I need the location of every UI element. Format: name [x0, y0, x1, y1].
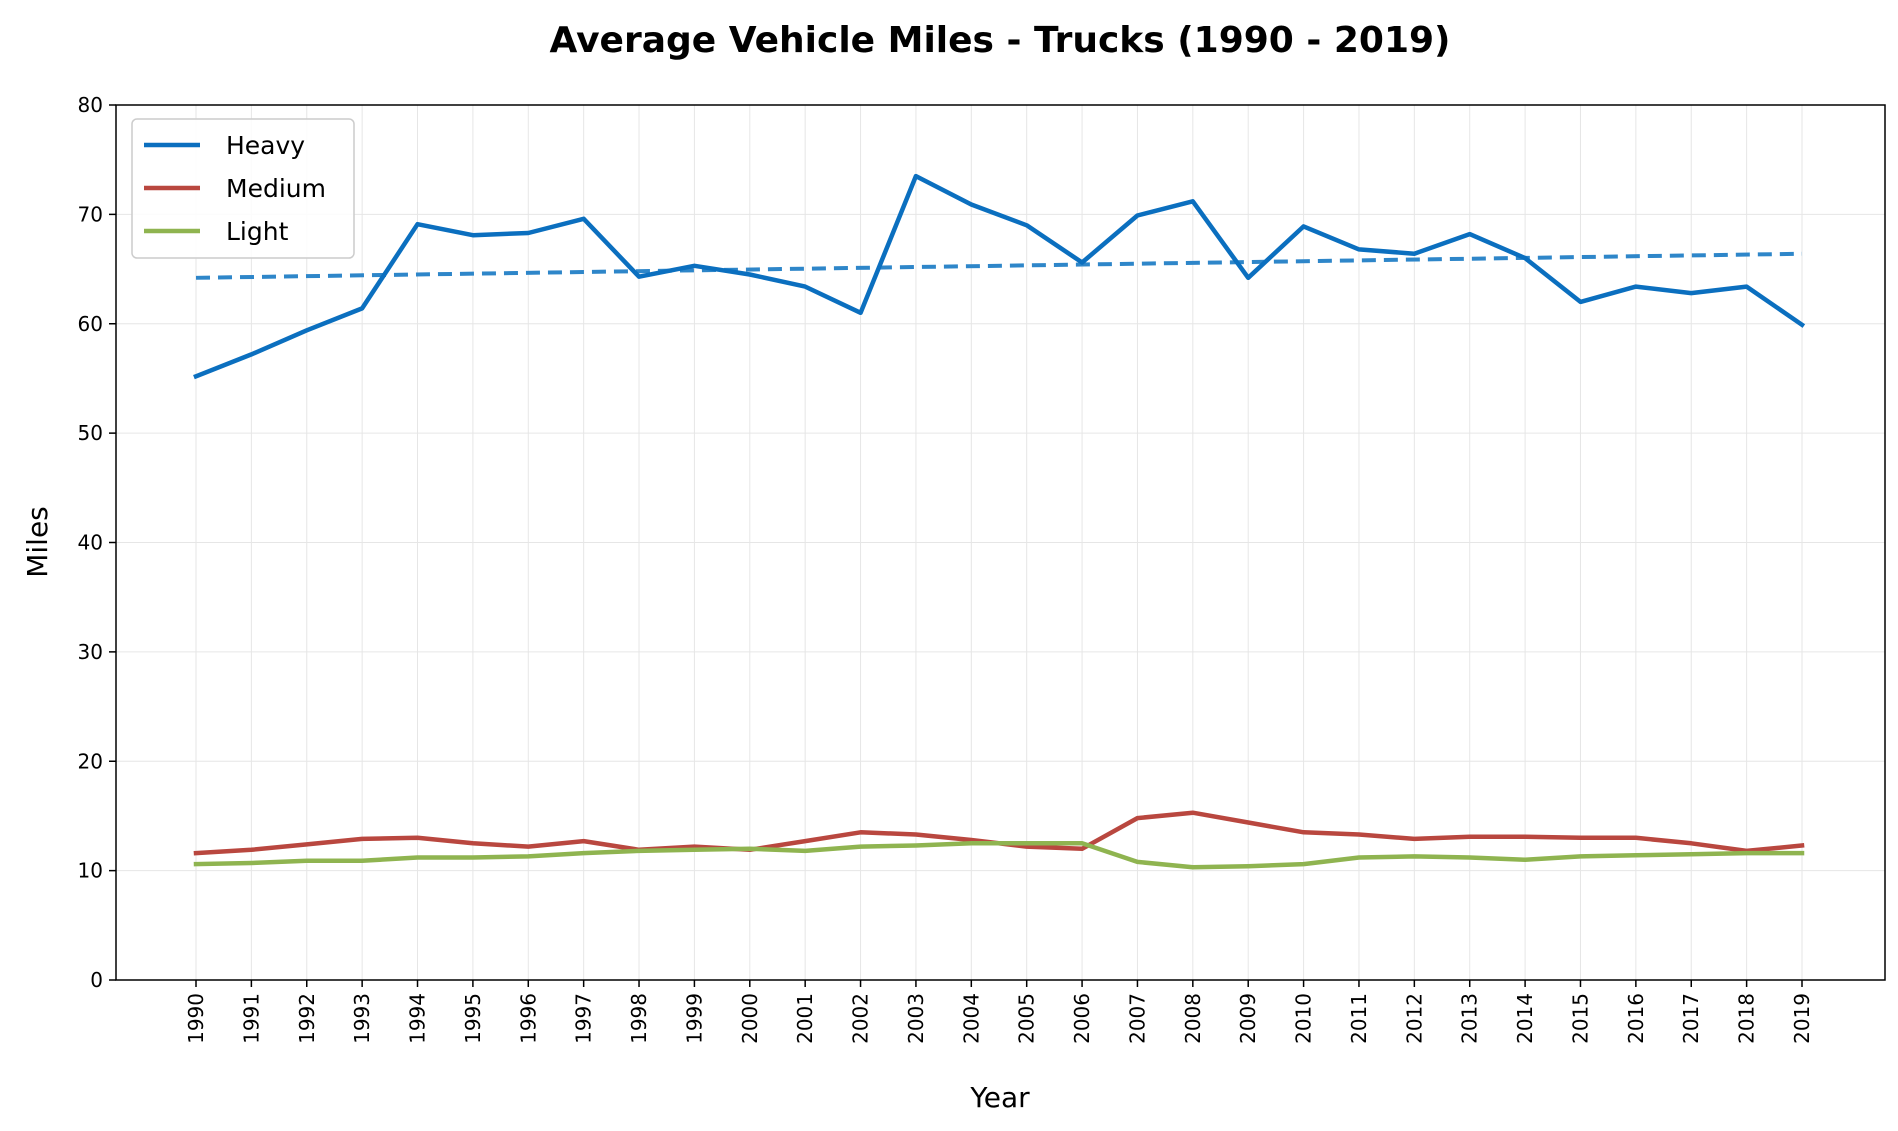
x-tick-label: 1990	[184, 993, 208, 1044]
y-tick-label: 80	[78, 93, 103, 117]
x-tick-label: 2004	[959, 993, 983, 1044]
x-tick-label: 2018	[1735, 993, 1759, 1044]
x-tick-label: 2006	[1070, 993, 1094, 1044]
x-tick-label: 2010	[1292, 993, 1316, 1044]
x-tick-label: 2003	[904, 993, 928, 1044]
y-tick-label: 50	[78, 421, 103, 445]
y-tick-label: 10	[78, 859, 103, 883]
x-tick-label: 2011	[1347, 993, 1371, 1044]
x-tick-label: 2007	[1125, 993, 1149, 1044]
legend-box	[131, 118, 355, 259]
x-tick-label: 1996	[516, 993, 540, 1044]
series-line-heavy	[193, 173, 1806, 380]
legend-label-light: Light	[226, 217, 289, 246]
x-tick-label: 1993	[350, 993, 374, 1044]
x-tick-label: 2013	[1458, 993, 1482, 1044]
x-tick-label: 2001	[793, 993, 817, 1044]
legend-label-heavy: Heavy	[226, 131, 305, 160]
x-tick-label: 2008	[1181, 993, 1205, 1044]
y-tick-label: 20	[78, 749, 103, 773]
x-tick-label: 1994	[406, 993, 430, 1044]
x-tick-label: 2014	[1513, 993, 1537, 1044]
x-tick-label: 2000	[738, 993, 762, 1044]
y-tick-label: 30	[78, 640, 103, 664]
x-tick-label: 2012	[1402, 993, 1426, 1044]
x-tick-label: 2017	[1679, 993, 1703, 1044]
x-tick-label: 2019	[1790, 993, 1814, 1044]
x-tick-label: 1998	[627, 993, 651, 1044]
y-tick-label: 0	[90, 968, 103, 992]
x-tick-label: 1995	[461, 993, 485, 1044]
x-tick-label: 2016	[1624, 993, 1648, 1044]
x-tick-label: 2002	[849, 993, 873, 1044]
legend-label-medium: Medium	[226, 174, 326, 203]
x-tick-label: 1997	[572, 993, 596, 1044]
heavy-trendline	[195, 251, 1803, 280]
x-axis-ticks: 1990 1991 1992 1993 1994 1995 1996 1997 1998 1999…	[184, 980, 1814, 1044]
x-tick-label: 2009	[1236, 993, 1260, 1044]
x-tick-label: 2015	[1568, 993, 1592, 1044]
series-layer	[193, 173, 1806, 870]
chart-title: Average Vehicle Miles - Trucks (1990 - 2…	[549, 20, 1450, 61]
y-tick-label: 60	[78, 312, 103, 336]
y-axis-label: Miles	[21, 506, 54, 578]
y-tick-label: 40	[78, 531, 103, 555]
x-axis-label: Year	[969, 1081, 1030, 1114]
x-tick-label: 1991	[239, 993, 263, 1044]
trendline-layer	[195, 251, 1803, 280]
x-tick-label: 1992	[295, 993, 319, 1044]
series-line-light	[193, 841, 1805, 870]
x-tick-label: 1999	[682, 993, 706, 1044]
y-axis-ticks: 0 10 20 30 40 50 60 70 80	[78, 93, 116, 992]
y-tick-label: 70	[78, 202, 103, 226]
legend: Heavy Medium Light	[131, 118, 355, 259]
x-tick-label: 2005	[1015, 993, 1039, 1044]
